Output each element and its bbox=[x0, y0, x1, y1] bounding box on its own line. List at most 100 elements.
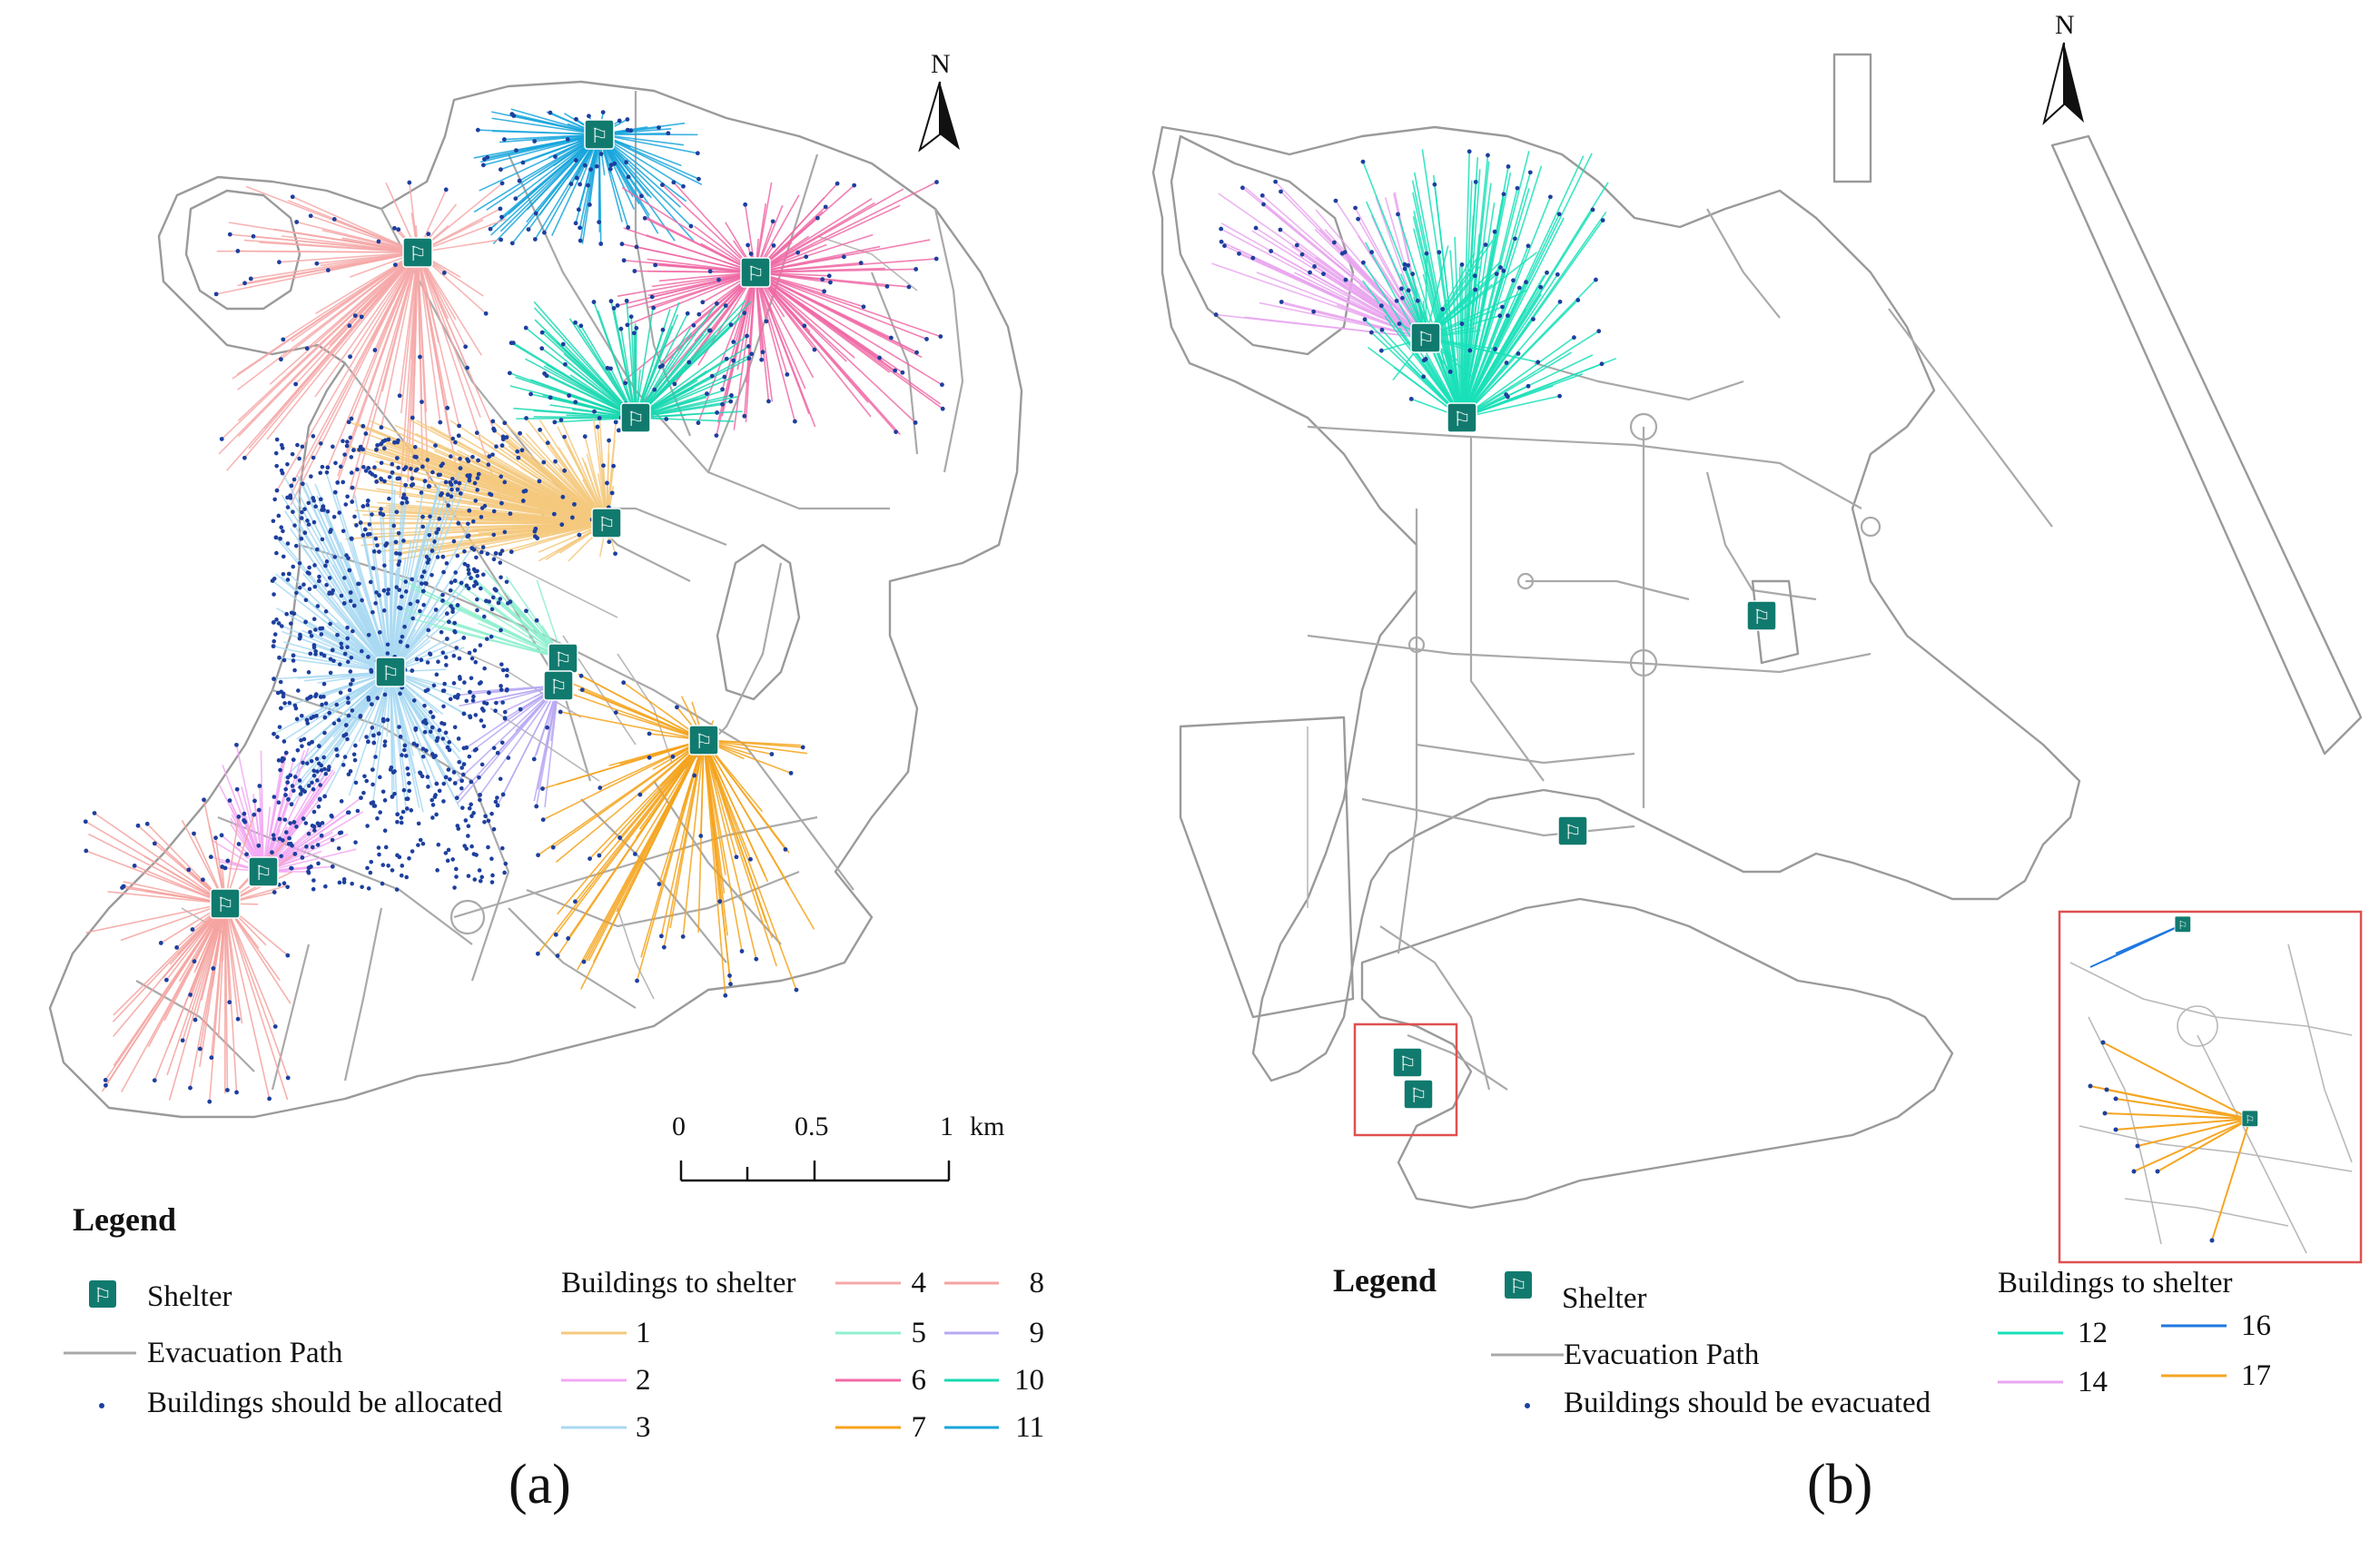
legend-path-b: Evacuation Path bbox=[1564, 1338, 1760, 1371]
scale-tick-0-5: 0.5 bbox=[795, 1111, 829, 1141]
svg-text:⚐: ⚐ bbox=[1753, 606, 1771, 628]
svg-text:⚐: ⚐ bbox=[381, 662, 400, 685]
legend-item-a-11: 11 bbox=[944, 1411, 1044, 1444]
stadium-b bbox=[1751, 579, 1800, 665]
shelter-icon-b-5: ⚐ bbox=[1392, 1047, 1423, 1078]
legend-dot-a bbox=[99, 1403, 104, 1408]
legend-items-b: 12 16 14 17 bbox=[1998, 1309, 2271, 1398]
fan-a-8 bbox=[84, 799, 296, 1102]
shelters-b: ⚐ ⚐ ⚐ ⚐ ⚐ ⚐ bbox=[1392, 322, 1777, 1110]
legend-item-label: 14 bbox=[2078, 1366, 2108, 1398]
legend-item-b-12: 12 bbox=[1998, 1317, 2108, 1349]
shelter-icon-b-3: ⚐ bbox=[1746, 600, 1777, 631]
svg-text:⚐: ⚐ bbox=[597, 513, 616, 536]
legend-item-label: 11 bbox=[1015, 1411, 1044, 1444]
fan-b-12 bbox=[1362, 149, 1617, 419]
svg-text:⚐: ⚐ bbox=[1453, 408, 1471, 430]
legend-item-b-17: 17 bbox=[2161, 1359, 2271, 1392]
shelter-icon-a-1: ⚐ bbox=[584, 119, 615, 150]
scale-tick-1: 1 bbox=[940, 1111, 953, 1141]
coastline-b-south bbox=[1360, 897, 1954, 1210]
shelter-icon-a-2: ⚐ bbox=[402, 237, 433, 268]
panel-label-a: (a) bbox=[509, 1454, 571, 1516]
legend-item-label: 6 bbox=[912, 1364, 927, 1397]
legend-item-a-5: 5 bbox=[835, 1317, 926, 1349]
legend-title-b: Legend bbox=[1333, 1262, 1437, 1299]
shelter-icon-b-4: ⚐ bbox=[1557, 815, 1588, 846]
legend-shelter-b: Shelter bbox=[1562, 1282, 1646, 1315]
road-network-b bbox=[1307, 208, 2053, 1091]
legend-item-a-6: 6 bbox=[835, 1364, 926, 1397]
legend-item-label: 3 bbox=[636, 1411, 651, 1444]
shelter-icon-a-9: ⚐ bbox=[248, 856, 279, 887]
panel-label-b: (b) bbox=[1807, 1454, 1872, 1516]
evacuation-lines-a bbox=[84, 108, 943, 1102]
legend-item-label: 1 bbox=[636, 1317, 651, 1349]
scale-unit: km bbox=[970, 1111, 1004, 1141]
north-label-a: N bbox=[931, 49, 951, 79]
shelter-icon-a-5: ⚐ bbox=[591, 508, 622, 538]
inner-lake-a bbox=[716, 543, 801, 701]
legend-shelter-icon-a: ⚐ bbox=[89, 1280, 116, 1308]
legend-item-label: 10 bbox=[1014, 1364, 1044, 1397]
svg-text:⚐: ⚐ bbox=[549, 676, 568, 698]
svg-text:⚐: ⚐ bbox=[695, 730, 713, 753]
legend-item-label: 12 bbox=[2078, 1317, 2108, 1349]
svg-text:⚐: ⚐ bbox=[216, 894, 234, 916]
legend-item-label: 17 bbox=[2241, 1359, 2271, 1392]
svg-text:⚐: ⚐ bbox=[409, 242, 427, 265]
svg-text:⚐: ⚐ bbox=[254, 862, 272, 884]
north-arrow-b: N bbox=[2042, 10, 2084, 125]
inset-locator-frame bbox=[1353, 1022, 1458, 1137]
svg-text:⚐: ⚐ bbox=[590, 124, 608, 147]
legend-item-a-10: 10 bbox=[944, 1364, 1044, 1397]
legend-b: Legend ⚐ Shelter Evacuation Path Buildin… bbox=[1333, 1262, 2271, 1419]
svg-text:⚐: ⚐ bbox=[627, 408, 645, 430]
svg-text:⚐: ⚐ bbox=[1509, 1275, 1527, 1298]
evacuation-lines-b bbox=[1211, 149, 1617, 419]
shelters-a: ⚐ ⚐ ⚐ ⚐ ⚐ ⚐ ⚐ ⚐ ⚐ ⚐ ⚐ bbox=[210, 119, 771, 919]
inset-map: ⚐⚐ bbox=[2058, 910, 2363, 1264]
legend-item-b-16: 16 bbox=[2161, 1309, 2271, 1342]
shelter-icon-a-6: ⚐ bbox=[375, 657, 406, 687]
fan-a-10 bbox=[509, 300, 753, 423]
legend-shelter-a: Shelter bbox=[147, 1280, 232, 1313]
north-label-b: N bbox=[2055, 10, 2075, 40]
north-peninsula-b bbox=[1170, 134, 1355, 356]
legend-items-a: 1 2 3 4 5 6 7 8 9 10 11 bbox=[561, 1267, 1044, 1444]
legend-buildings-b: Buildings should be evacuated bbox=[1564, 1387, 1931, 1419]
legend-item-a-3: 3 bbox=[561, 1411, 651, 1444]
shelter-icon-b-2: ⚐ bbox=[1447, 402, 1477, 433]
legend-group-title-b: Buildings to shelter bbox=[1998, 1267, 2233, 1299]
shelter-icon-a-11: ⚐ bbox=[688, 725, 719, 756]
legend-dot-b bbox=[1525, 1403, 1530, 1408]
shelter-icon-a-8: ⚐ bbox=[543, 670, 574, 701]
shelter-icon-a-7: ⚐ bbox=[548, 643, 578, 674]
coastline-b-north bbox=[1151, 125, 2081, 1082]
shelter-icon-a-10: ⚐ bbox=[210, 888, 241, 919]
inset-evacuation-lines: ⚐⚐ bbox=[2088, 915, 2259, 1243]
svg-text:⚐: ⚐ bbox=[2245, 1113, 2255, 1126]
legend-item-label: 16 bbox=[2241, 1309, 2271, 1342]
svg-text:⚐: ⚐ bbox=[1409, 1084, 1427, 1107]
scale-bar-a: 0 0.5 1 km bbox=[672, 1111, 1004, 1182]
building-dots-a bbox=[83, 110, 945, 1104]
legend-item-a-4: 4 bbox=[835, 1267, 926, 1299]
svg-text:⚐: ⚐ bbox=[746, 262, 765, 285]
legend-item-b-14: 14 bbox=[1998, 1366, 2108, 1398]
map-panel-a: ⚐ ⚐ ⚐ ⚐ ⚐ ⚐ ⚐ ⚐ ⚐ ⚐ ⚐ N 0 0.5 1 km Legend ⚐ bbox=[48, 49, 1044, 1516]
legend-item-a-7: 7 bbox=[835, 1411, 926, 1444]
fan-a-7 bbox=[537, 673, 815, 996]
svg-text:⚐: ⚐ bbox=[1417, 328, 1435, 351]
legend-title-a: Legend bbox=[73, 1201, 176, 1238]
legend-item-a-2: 2 bbox=[561, 1364, 651, 1397]
legend-item-label: 5 bbox=[912, 1317, 927, 1349]
building-dots-b bbox=[1213, 149, 1605, 401]
legend-a: Legend ⚐ Shelter Evacuation Path Buildin… bbox=[64, 1201, 1044, 1444]
shelter-icon-b-1: ⚐ bbox=[1410, 322, 1441, 353]
svg-text:⚐: ⚐ bbox=[554, 648, 572, 671]
svg-text:⚐: ⚐ bbox=[2178, 919, 2187, 932]
svg-text:⚐: ⚐ bbox=[1398, 1052, 1417, 1075]
coastline-a bbox=[48, 80, 1023, 1119]
